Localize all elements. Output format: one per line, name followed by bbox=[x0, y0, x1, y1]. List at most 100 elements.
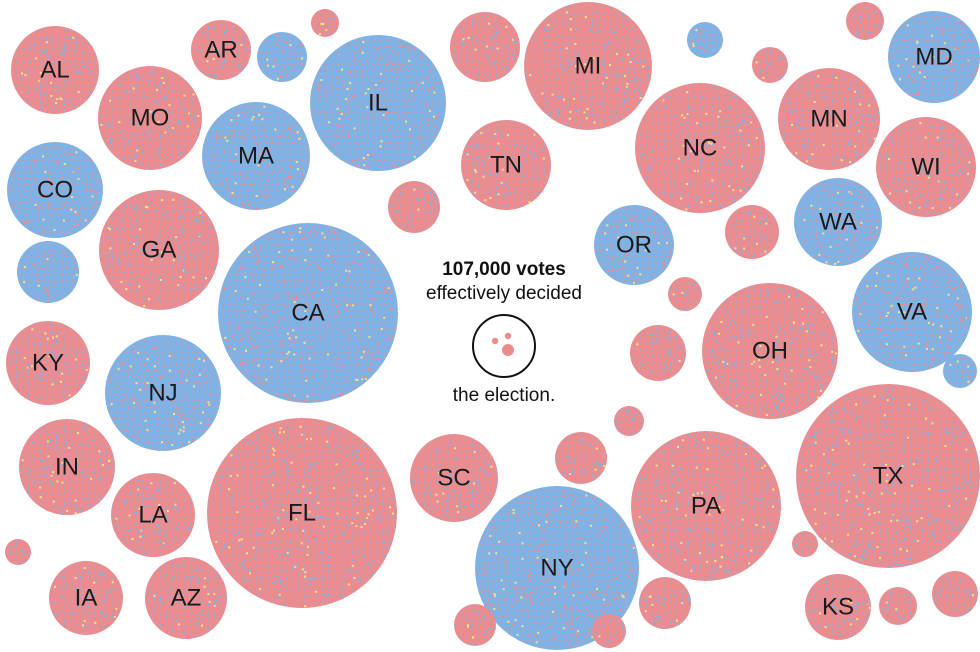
bubble-or-speck bbox=[601, 230, 604, 233]
bubble-unlabeled-speck bbox=[761, 70, 764, 73]
bubble-ky-speck bbox=[27, 366, 30, 369]
bubble-unlabeled-speck bbox=[648, 595, 651, 598]
bubble-ma-speck bbox=[226, 139, 229, 142]
bubble-ny-speck bbox=[537, 631, 540, 634]
bubble-oh-speck bbox=[763, 404, 766, 407]
bubble-nj-speck bbox=[153, 401, 156, 404]
bubble-co-speck bbox=[42, 155, 45, 158]
bubble-tn-speck bbox=[514, 190, 517, 193]
bubble-co-speck bbox=[54, 195, 57, 198]
bubble-pa-speck bbox=[638, 515, 641, 518]
bubble-mn-speck bbox=[849, 161, 852, 163]
bubble-tx-speck bbox=[954, 435, 956, 438]
bubble-ny-speck bbox=[494, 525, 496, 528]
bubble-tx-speck bbox=[868, 545, 871, 548]
bubble-ny-speck bbox=[602, 611, 605, 614]
bubble-ny-speck bbox=[589, 563, 592, 566]
bubble-ma bbox=[202, 102, 310, 210]
bubble-va-speck bbox=[932, 356, 935, 359]
bubble-tx-speck bbox=[958, 486, 961, 489]
bubble-pa-speck bbox=[748, 562, 751, 565]
bubble-fl-speck bbox=[244, 579, 247, 582]
bubble-ia-speck bbox=[111, 581, 114, 584]
bubble-ky-speck bbox=[39, 343, 42, 346]
bubble-nj-speck bbox=[124, 396, 127, 399]
bubble-unlabeled-speck bbox=[285, 74, 288, 76]
bubble-unlabeled bbox=[388, 181, 440, 233]
bubble-wi-speck bbox=[941, 125, 944, 128]
bubble-ca-speck bbox=[245, 349, 247, 352]
bubble-nc-speck bbox=[693, 169, 696, 172]
bubble-tx-speck bbox=[885, 480, 888, 483]
bubble-il-speck bbox=[408, 48, 411, 51]
bubble-la-speck bbox=[156, 525, 158, 528]
bubble-al-speck bbox=[28, 47, 31, 50]
bubble-md-speck bbox=[953, 93, 956, 96]
bubble-or-speck bbox=[636, 266, 639, 269]
bubble-ca-speck bbox=[281, 352, 284, 354]
bubble-ca-speck bbox=[296, 307, 299, 310]
bubble-tn-speck bbox=[496, 192, 499, 195]
bubble-ga-speck bbox=[129, 205, 132, 208]
bubble-nc-speck bbox=[676, 190, 679, 193]
bubble-unlabeled-speck bbox=[623, 628, 626, 631]
bubble-pa-speck bbox=[741, 476, 743, 479]
bubble-unlabeled-speck bbox=[675, 288, 678, 291]
bubble-ga-speck bbox=[196, 286, 199, 289]
bubble-ny-speck bbox=[487, 598, 490, 601]
bubble-la-speck bbox=[175, 526, 178, 529]
bubble-fl-speck bbox=[273, 459, 276, 462]
bubble-ca-speck bbox=[393, 327, 396, 330]
bubble-il-speck bbox=[358, 143, 361, 146]
bubble-tx-speck bbox=[854, 534, 857, 537]
bubble-ca-speck bbox=[330, 238, 333, 241]
bubble-ma-speck bbox=[244, 113, 247, 116]
bubble-pa-speck bbox=[676, 549, 679, 552]
bubble-ma-speck bbox=[268, 163, 271, 166]
bubble-unlabeled-speck bbox=[571, 472, 574, 474]
bubble-nc-speck bbox=[670, 195, 673, 198]
bubble-unlabeled-speck bbox=[513, 56, 516, 59]
bubble-unlabeled bbox=[932, 571, 978, 617]
bubble-ca-speck bbox=[385, 286, 388, 289]
bubble-ny-speck bbox=[568, 549, 571, 552]
bubble-fl-speck bbox=[349, 489, 352, 492]
bubble-unlabeled-speck bbox=[568, 460, 571, 463]
bubble-tn-speck bbox=[496, 161, 499, 164]
bubble-ca-speck bbox=[306, 395, 309, 398]
bubble-ky-speck bbox=[48, 350, 51, 353]
bubble-ny-speck bbox=[544, 529, 547, 532]
bubble-unlabeled-speck bbox=[649, 342, 652, 345]
bubble-unlabeled-fill bbox=[792, 531, 818, 557]
bubble-al-speck bbox=[78, 71, 81, 74]
bubble-il-speck bbox=[402, 43, 404, 46]
bubble-md-speck bbox=[934, 60, 937, 63]
bubble-co-speck bbox=[89, 188, 92, 191]
bubble-nc-speck bbox=[673, 115, 676, 118]
bubble-ma-speck bbox=[261, 153, 264, 156]
bubble-fl-speck bbox=[383, 540, 386, 543]
bubble-sc-speck bbox=[462, 483, 464, 486]
bubble-wa-speck bbox=[840, 185, 843, 188]
bubble-tx-speck bbox=[890, 387, 893, 390]
bubble-tx-speck bbox=[830, 542, 833, 545]
bubble-unlabeled-speck bbox=[688, 597, 690, 599]
bubble-va-speck bbox=[889, 354, 892, 357]
bubble-oh-speck bbox=[751, 394, 754, 397]
bubble-tx-speck bbox=[965, 448, 968, 451]
bubble-ca-speck bbox=[369, 306, 372, 309]
bubble-unlabeled-speck bbox=[492, 34, 495, 37]
bubble-or-speck bbox=[630, 262, 633, 265]
bubble-ga-speck bbox=[210, 226, 213, 229]
bubble-tx-speck bbox=[913, 427, 916, 430]
bubble-la-speck bbox=[141, 535, 144, 538]
bubble-mn-speck bbox=[870, 119, 873, 122]
bubble-ny-speck bbox=[613, 598, 616, 601]
bubble-co-speck bbox=[70, 152, 73, 155]
bubble-mo-speck bbox=[100, 123, 103, 126]
bubble-mn-speck bbox=[859, 103, 862, 106]
bubble-tx-speck bbox=[829, 492, 832, 495]
bubble-ny-speck bbox=[581, 563, 584, 566]
bubble-or-speck bbox=[634, 272, 637, 275]
bubble-unlabeled bbox=[792, 531, 818, 557]
